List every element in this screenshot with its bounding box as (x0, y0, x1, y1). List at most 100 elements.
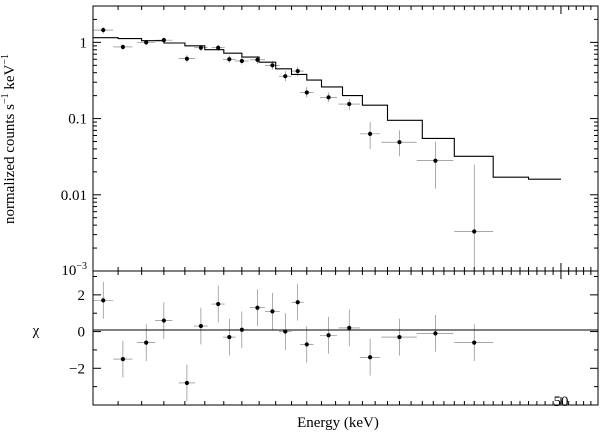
residual-point (416, 315, 454, 352)
data-marker (433, 158, 438, 163)
data-point (300, 86, 314, 98)
residual-marker (283, 329, 288, 334)
y-axis-title-main: normalized counts s (2, 104, 18, 224)
residual-marker (295, 300, 300, 305)
residual-marker (433, 331, 438, 336)
residual-point (155, 302, 173, 339)
data-point (211, 44, 225, 52)
residual-marker (144, 340, 149, 345)
y-tick-label: 0.01 (61, 188, 87, 204)
residual-marker (184, 380, 190, 386)
residual-marker (326, 333, 331, 338)
data-marker (184, 56, 190, 61)
data-marker (304, 90, 309, 95)
data-point (291, 66, 304, 77)
data-point (113, 44, 133, 50)
data-point (338, 99, 360, 110)
residual-point (93, 282, 114, 319)
y-tick-label: 0.1 (68, 112, 87, 128)
data-point (234, 57, 249, 65)
data-point (278, 71, 292, 82)
model-step-path (93, 37, 561, 180)
spectrum-tick-labels: 1 0.1 0.01 10−3 (61, 35, 87, 279)
residual-marker (255, 305, 260, 310)
data-point (178, 55, 195, 63)
residual-point (137, 324, 156, 361)
residual-marker (397, 334, 402, 340)
residual-points (93, 282, 494, 402)
data-marker (239, 58, 244, 64)
residual-point (454, 324, 494, 361)
data-marker (270, 63, 275, 68)
residual-y-tick-label: −2 (69, 361, 85, 377)
data-marker (227, 57, 232, 62)
residual-marker (216, 301, 221, 307)
residual-marker (120, 357, 126, 362)
data-marker (326, 95, 331, 100)
residual-point (113, 340, 133, 378)
data-point (381, 130, 417, 157)
residual-point (278, 313, 292, 350)
residual-marker (239, 327, 244, 332)
data-marker (472, 229, 477, 234)
data-point (193, 44, 208, 52)
x-axis-title: Energy (keV) (297, 415, 379, 431)
data-marker (120, 44, 126, 50)
residual-marker (472, 340, 477, 345)
spectrum-frame (92, 5, 599, 272)
residual-marker (198, 323, 204, 329)
residual-ticks (93, 271, 598, 405)
data-marker (283, 74, 288, 79)
data-point (137, 39, 156, 46)
data-marker (295, 68, 300, 74)
spectrum-panel: 1 0.1 0.01 10−3 (61, 5, 599, 279)
data-point (265, 60, 280, 70)
residual-y-axis-title: χ (32, 323, 40, 339)
data-marker (255, 57, 260, 62)
residual-y-tick-label: 2 (78, 288, 86, 304)
residual-panel: 2 0 −2 50 (69, 270, 599, 410)
data-marker (198, 45, 204, 50)
residual-point (211, 285, 225, 323)
data-marker (101, 27, 106, 33)
data-point (320, 92, 337, 103)
data-point (155, 37, 173, 44)
residual-point (300, 326, 314, 363)
residual-point (359, 338, 381, 376)
residual-point (320, 316, 337, 354)
data-point (359, 122, 381, 149)
residual-point (291, 283, 304, 321)
residual-marker (270, 309, 275, 314)
residual-marker (101, 298, 106, 303)
spectrum-ticks (93, 5, 598, 271)
data-marker (144, 40, 149, 45)
residual-point (222, 318, 236, 356)
x-tick-label: 50 (553, 394, 568, 410)
residual-marker (161, 318, 166, 323)
residual-point (338, 309, 360, 347)
y-axis-title-exp2: −1 (0, 54, 11, 65)
data-point (416, 141, 454, 189)
y-axis-title-kev: keV (2, 64, 18, 93)
y-axis-title-exp1: −1 (0, 93, 11, 104)
data-points (93, 26, 494, 271)
model-step-line (93, 37, 561, 180)
residual-point (265, 293, 280, 330)
residual-point (234, 311, 249, 349)
y-tick-label-exp: −3 (76, 261, 87, 272)
data-marker (161, 38, 166, 43)
y-tick-label-min: 10−3 (61, 261, 87, 279)
residual-point (178, 364, 195, 402)
spectrum-y-axis-title: normalized counts s−1 keV−1 (0, 54, 18, 224)
data-point (222, 55, 236, 63)
data-point (93, 26, 114, 34)
residual-marker (368, 355, 373, 360)
residual-point (193, 307, 208, 345)
data-marker (216, 45, 221, 50)
residual-point (381, 318, 417, 356)
residual-marker (227, 334, 232, 340)
data-marker (347, 101, 352, 107)
data-marker (368, 131, 373, 136)
data-point (454, 164, 494, 271)
